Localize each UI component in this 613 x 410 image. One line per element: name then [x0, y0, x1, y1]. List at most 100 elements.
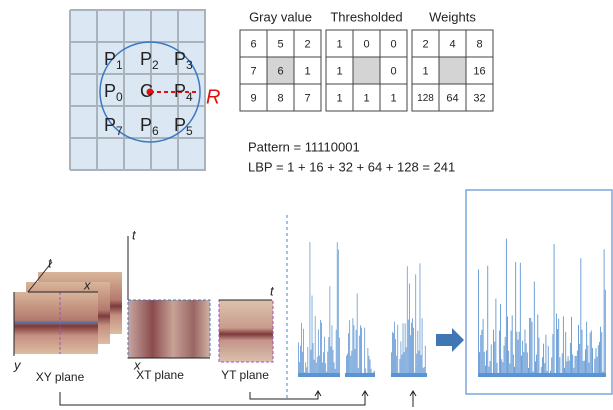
hist-bar [300, 346, 301, 377]
hist-bar [298, 342, 299, 377]
tables: Gray value652761987Thresholded10010111We… [240, 9, 493, 111]
table-value: 1 [336, 92, 342, 104]
hist-bar [361, 328, 362, 377]
hist-bar [348, 333, 349, 377]
hist-bar [403, 323, 404, 377]
table-value: 0 [390, 38, 396, 50]
point-base: P [174, 81, 186, 101]
hist-bar [409, 284, 410, 377]
table-value: 1 [336, 65, 342, 77]
lbp-diagram: R P1P2P3P0CP4P7P6P5 Gray value652761987T… [0, 0, 613, 410]
hist-bar [596, 348, 597, 377]
point-base: P [104, 115, 116, 135]
hist-bar [360, 325, 361, 377]
hist-bar [395, 339, 396, 377]
hist-bar [368, 348, 369, 377]
hist-bar [578, 325, 579, 377]
hist-bar [406, 347, 407, 377]
hist-bar [307, 347, 308, 377]
table-value: 7 [250, 65, 256, 77]
hist-bar [394, 322, 395, 377]
radius-label: R [206, 86, 220, 108]
hist-bar [558, 319, 559, 377]
table-title: Gray value [249, 9, 312, 24]
hist-bar [407, 266, 408, 377]
hist-bar [565, 332, 566, 377]
table-value: 8 [476, 38, 482, 50]
axis-letter: y [13, 357, 22, 372]
hist-bar [495, 299, 496, 377]
hist-bar [303, 329, 304, 377]
hist-bar [333, 350, 334, 377]
hist-bar [556, 313, 557, 377]
hist-bar [563, 316, 564, 377]
hist-base [391, 373, 427, 377]
hist-bar [336, 330, 337, 377]
hist-bar [355, 349, 356, 377]
hist-bar [328, 337, 329, 377]
hist-bar [585, 349, 586, 377]
hist-bar [539, 338, 540, 377]
hist-bar [338, 250, 339, 377]
hist-bar [545, 335, 546, 377]
hist-bar [516, 332, 517, 377]
hist-bar [570, 343, 571, 377]
point-base: P [104, 81, 116, 101]
hist-bar [487, 266, 488, 377]
hist-bar [353, 318, 354, 377]
hist-bar [356, 330, 357, 377]
point-sub: 4 [186, 90, 193, 104]
plane-label: XT plane [136, 368, 184, 382]
table-cell [439, 57, 466, 84]
hist-bar [519, 332, 520, 377]
table-value: 5 [277, 38, 283, 50]
hist-bar [401, 341, 402, 377]
hist-bar [478, 269, 479, 377]
table-value: 4 [449, 38, 455, 50]
hist-bar [600, 327, 601, 377]
hist-bar [586, 322, 587, 377]
hist-bar [408, 320, 409, 377]
hist-bar [579, 344, 580, 377]
connectors [60, 391, 416, 407]
hist-base [478, 373, 606, 377]
table-value: 128 [417, 93, 434, 104]
hist-bar [315, 316, 316, 377]
table-value: 1 [336, 38, 342, 50]
table-value: 0 [363, 38, 369, 50]
table-value: 9 [250, 92, 256, 104]
hist-bar [410, 335, 411, 377]
point-base: P [104, 49, 116, 69]
hist-bar [505, 337, 506, 377]
point-sub: 3 [186, 58, 193, 72]
point-sub: 6 [152, 124, 159, 138]
point-sub: 2 [152, 58, 159, 72]
histograms [298, 239, 606, 377]
axis-letter: t [48, 255, 53, 270]
xy-stack [14, 262, 122, 356]
hist-bar [312, 296, 313, 377]
table-value: 1 [390, 92, 396, 104]
hist-bar [598, 345, 599, 377]
hist-bar [349, 320, 350, 377]
hist-bar [483, 319, 484, 377]
hist-bar [532, 322, 533, 377]
hist-bar [548, 346, 549, 377]
table-title: Thresholded [330, 9, 402, 24]
hist-bar [425, 346, 426, 377]
point-sub: 5 [186, 124, 193, 138]
point-base: P [140, 49, 152, 69]
plane-label: XY plane [36, 370, 85, 384]
hist-bar [526, 343, 527, 377]
hist-bar [515, 262, 516, 377]
hist-bar [364, 328, 365, 377]
hist-bar [605, 290, 606, 377]
xt-image [128, 300, 210, 358]
connector [250, 392, 318, 399]
hist-bar [599, 342, 600, 377]
hist-bar [324, 337, 325, 377]
hist-bar [512, 315, 513, 377]
hist-bar [591, 330, 592, 377]
hist-bar [392, 332, 393, 377]
